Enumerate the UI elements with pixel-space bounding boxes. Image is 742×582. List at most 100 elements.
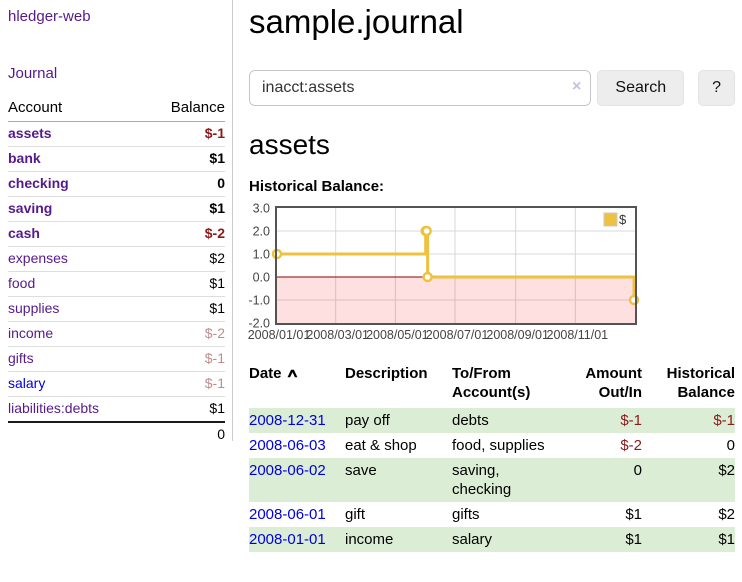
account-link-assets[interactable]: assets: [8, 125, 52, 141]
sort-ascending-icon: ∧: [285, 366, 299, 381]
transaction-date-link[interactable]: 2008-01-01: [249, 531, 326, 548]
account-link-supplies[interactable]: supplies: [8, 300, 59, 316]
account-heading: assets: [249, 129, 735, 161]
account-balance: $-1: [144, 347, 225, 372]
account-balance: 0: [144, 172, 225, 197]
sidebar-account-row: supplies $1: [8, 297, 225, 322]
accounts-table-header-row: Account Balance: [8, 96, 225, 122]
register-accounts-cell: salary: [452, 527, 560, 552]
app-title-link[interactable]: hledger-web: [8, 8, 225, 25]
help-button[interactable]: ?: [698, 70, 735, 106]
svg-text:2.0: 2.0: [253, 224, 270, 238]
register-header-balance: Historical Balance: [642, 362, 735, 408]
clear-search-icon[interactable]: ×: [572, 78, 581, 96]
account-link-saving[interactable]: saving: [8, 200, 52, 216]
register-date-cell: 2008-01-01: [249, 527, 345, 552]
account-balance: $-1: [144, 122, 225, 147]
register-header-date[interactable]: Date∧: [249, 362, 345, 408]
account-balance: $1: [144, 197, 225, 222]
account-link-food[interactable]: food: [8, 275, 35, 291]
sidebar-account-row: cash $-2: [8, 222, 225, 247]
svg-text:3.0: 3.0: [253, 201, 270, 215]
svg-text:1.0: 1.0: [253, 247, 270, 261]
sidebar-account-row: salary $-1: [8, 372, 225, 397]
svg-text:2008/01/01: 2008/01/01: [248, 328, 311, 342]
account-balance: $-2: [144, 322, 225, 347]
register-balance-cell: $1: [642, 527, 735, 552]
accounts-header-balance: Balance: [144, 96, 225, 122]
sidebar-account-row: liabilities:debts $1: [8, 397, 225, 423]
svg-text:2008/03/01: 2008/03/01: [306, 328, 369, 342]
register-amount-cell: $-1: [560, 408, 642, 433]
register-row: 2008-12-31pay offdebts$-1$-1: [249, 408, 735, 433]
register-balance-cell: $2: [642, 502, 735, 527]
accounts-total-row: 0: [8, 422, 225, 448]
account-link-income[interactable]: income: [8, 325, 53, 341]
register-table: Date∧ Description To/From Account(s) Amo…: [249, 362, 735, 552]
sidebar-account-row: food $1: [8, 272, 225, 297]
sidebar-account-row: income $-2: [8, 322, 225, 347]
register-date-cell: 2008-06-03: [249, 433, 345, 458]
account-balance: $-2: [144, 222, 225, 247]
register-amount-cell: $1: [560, 502, 642, 527]
sidebar-account-row: bank$1: [8, 147, 225, 172]
account-balance: $1: [144, 397, 225, 423]
register-amount-cell: $1: [560, 527, 642, 552]
svg-text:2008/07/01: 2008/07/01: [426, 328, 489, 342]
register-balance-cell: 0: [642, 433, 735, 458]
register-row: 2008-01-01incomesalary$1$1: [249, 527, 735, 552]
sidebar-accounts-body: assets$-1bank$1checking0saving$1cash$-2e…: [8, 122, 225, 423]
register-date-cell: 2008-06-02: [249, 458, 345, 502]
account-balance: $-1: [144, 372, 225, 397]
register-accounts-cell: food, supplies: [452, 433, 560, 458]
register-header-amount: Amount Out/In: [560, 362, 642, 408]
register-body: 2008-12-31pay offdebts$-1$-12008-06-03ea…: [249, 408, 735, 552]
register-description-cell: save: [345, 458, 452, 502]
transaction-date-link[interactable]: 2008-06-03: [249, 437, 326, 454]
register-balance-cell: $-1: [642, 408, 735, 433]
register-description-cell: gift: [345, 502, 452, 527]
svg-text:$: $: [619, 212, 627, 227]
register-header-description: Description: [345, 362, 452, 408]
sidebar-account-row: gifts $-1: [8, 347, 225, 372]
transaction-date-link[interactable]: 2008-06-02: [249, 462, 326, 479]
transaction-date-link[interactable]: 2008-06-01: [249, 506, 326, 523]
accounts-total-balance: 0: [144, 422, 225, 448]
main-content: sample.journal × Search ? assets Histori…: [233, 0, 742, 552]
search-button[interactable]: Search: [597, 70, 684, 106]
accounts-table: Account Balance assets$-1bank$1checking0…: [8, 96, 225, 448]
account-link-expenses[interactable]: expenses: [8, 250, 68, 266]
transaction-date-link[interactable]: 2008-12-31: [249, 412, 326, 429]
account-link-bank[interactable]: bank: [8, 150, 41, 166]
svg-text:2008/11/01: 2008/11/01: [547, 328, 609, 342]
register-description-cell: eat & shop: [345, 433, 452, 458]
register-accounts-cell: debts: [452, 408, 560, 433]
register-balance-cell: $2: [642, 458, 735, 502]
register-row: 2008-06-01giftgifts$1$2: [249, 502, 735, 527]
register-accounts-cell: saving, checking: [452, 458, 560, 502]
account-link-checking[interactable]: checking: [8, 175, 69, 191]
register-description-cell: pay off: [345, 408, 452, 433]
search-form: × Search ?: [249, 70, 735, 106]
svg-text:2008/05/01: 2008/05/01: [366, 328, 429, 342]
historical-balance-chart: $3.02.01.00.0-1.0-2.02008/01/012008/03/0…: [244, 204, 742, 346]
register-date-cell: 2008-06-01: [249, 502, 345, 527]
account-link-salary[interactable]: salary: [8, 375, 45, 391]
page-title: sample.journal: [249, 2, 735, 42]
account-balance: $1: [144, 272, 225, 297]
chart-heading: Historical Balance:: [249, 178, 735, 195]
sidebar-account-row: saving $1: [8, 197, 225, 222]
svg-text:-1.0: -1.0: [248, 293, 270, 307]
sidebar-account-row: expenses$2: [8, 247, 225, 272]
account-link-liabilities-debts[interactable]: liabilities:debts: [8, 400, 99, 416]
account-link-gifts[interactable]: gifts: [8, 350, 34, 366]
register-amount-cell: 0: [560, 458, 642, 502]
svg-text:2008/09/01: 2008/09/01: [486, 328, 549, 342]
account-link-cash[interactable]: cash: [8, 225, 40, 241]
account-balance: $1: [144, 297, 225, 322]
search-input[interactable]: [249, 70, 591, 106]
sidebar: hledger-web Journal Account Balance asse…: [0, 0, 233, 441]
sidebar-item-journal[interactable]: Journal: [8, 65, 225, 82]
register-row: 2008-06-03eat & shopfood, supplies$-20: [249, 433, 735, 458]
sidebar-account-row: checking 0: [8, 172, 225, 197]
